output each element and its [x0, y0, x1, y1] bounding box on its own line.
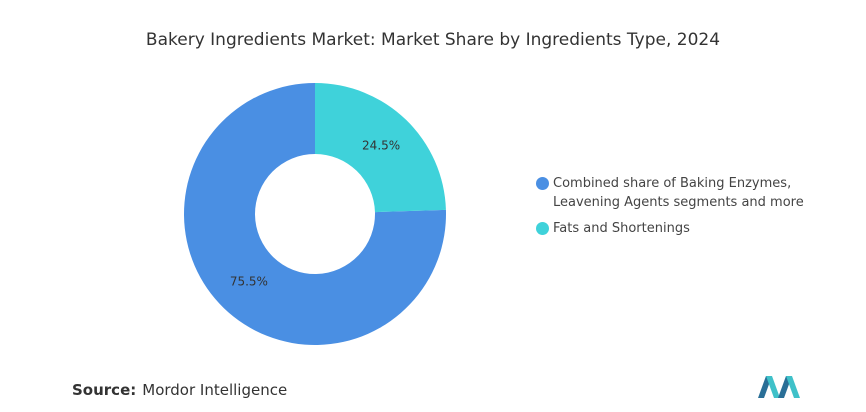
source-label: Source:	[72, 381, 137, 399]
legend-swatch	[536, 177, 549, 190]
legend-item: Combined share of Baking Enzymes, Leaven…	[536, 174, 806, 212]
legend-label: Combined share of Baking Enzymes, Leaven…	[553, 176, 804, 210]
legend-label: Fats and Shortenings	[553, 221, 690, 236]
legend-item: Fats and Shortenings	[536, 219, 806, 238]
donut-slice	[315, 83, 446, 213]
chart-title: Bakery Ingredients Market: Market Share …	[145, 30, 721, 50]
source-text: Mordor Intelligence	[142, 381, 288, 399]
legend: Combined share of Baking Enzymes, Leaven…	[536, 174, 806, 245]
source: Source: Mordor Intelligence	[72, 381, 287, 399]
legend-swatch	[536, 222, 549, 235]
data-label: 75.5%	[230, 275, 268, 289]
logo	[758, 376, 800, 398]
data-label: 24.5%	[362, 138, 400, 152]
donut-slice	[184, 83, 447, 345]
